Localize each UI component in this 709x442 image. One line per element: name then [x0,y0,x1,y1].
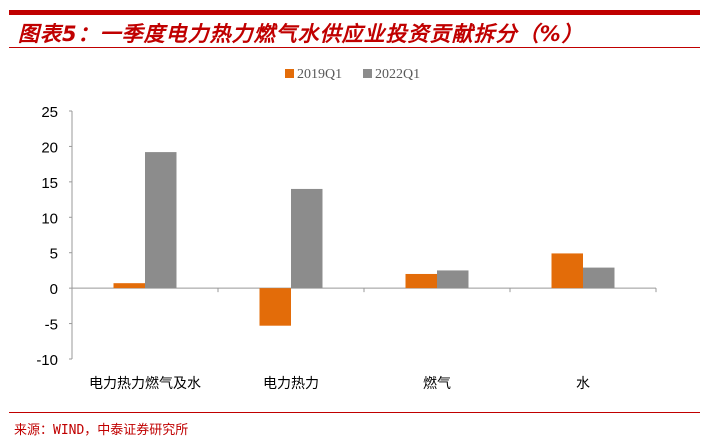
y-tick-label: -10 [36,352,58,369]
y-tick-label: 25 [41,104,58,121]
bar-2022Q1 [291,188,323,289]
x-tick-label: 燃气 [423,375,451,392]
bar-2019Q1 [405,273,437,289]
bar-2019Q1 [259,288,291,326]
x-tick-label: 电力热力燃气及水 [89,375,201,392]
bar-2022Q1 [583,267,615,289]
top-rule [9,10,700,15]
legend-label: 2019Q1 [297,67,342,82]
bar-2019Q1 [113,283,145,289]
bottom-rule [9,412,700,413]
x-tick-label: 水 [576,376,590,392]
legend-swatch [363,69,372,78]
bar-2022Q1 [437,270,469,289]
bar-2022Q1 [145,152,177,289]
chart-title: 图表5：一季度电力热力燃气水供应业投资贡献拆分（%） [18,22,584,46]
y-tick-label: 0 [50,281,58,298]
y-tick-label: 10 [41,210,58,227]
legend-label: 2022Q1 [375,67,420,82]
y-tick-label: 15 [41,175,58,192]
y-tick-label: 5 [50,246,58,263]
source-note: 来源：WIND，中泰证券研究所 [14,423,189,438]
x-tick-label: 电力热力 [263,376,319,392]
bar-2019Q1 [551,253,583,289]
y-tick-label: 20 [41,139,58,156]
y-tick-label: -5 [45,317,58,334]
title-rule [9,47,700,48]
legend-swatch [285,69,294,78]
